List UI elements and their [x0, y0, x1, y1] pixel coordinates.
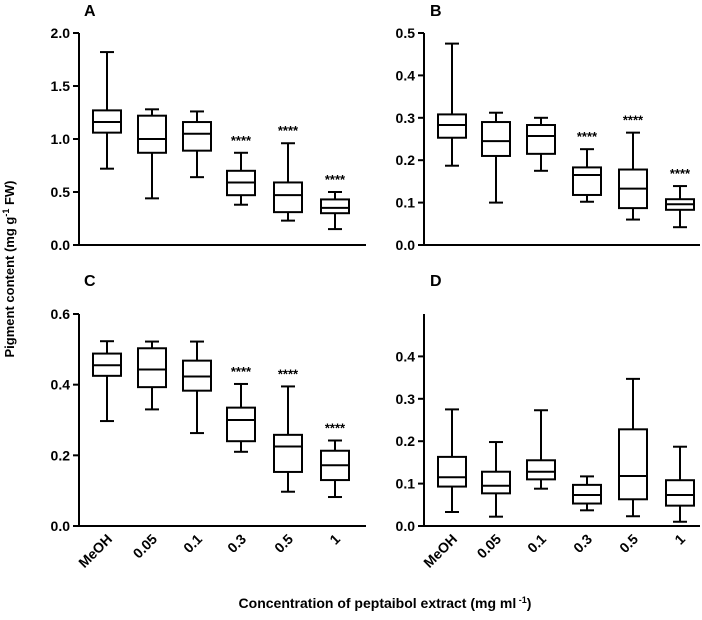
significance-label: **** — [231, 133, 252, 148]
y-tick-label: 0.1 — [396, 476, 416, 492]
y-tick-label: 0.0 — [396, 237, 416, 253]
y-tick-label: 0.4 — [396, 67, 416, 83]
x-tick-label-1: 1 — [326, 531, 343, 548]
box-0.3 — [572, 166, 602, 196]
box-MeOH — [437, 455, 467, 488]
y-tick-label: 1.0 — [51, 131, 71, 147]
y-tick-label: 2.0 — [51, 25, 71, 41]
box-MeOH — [437, 113, 467, 139]
panel-d: D 0.0 0.1 0.2 0.3 0.4 MeOH 0.05 0.1 0.3 0.5 1 — [396, 273, 700, 571]
y-tick-label: 0.3 — [396, 391, 416, 407]
box-0.5 — [273, 181, 303, 214]
y-tick-label: 0.0 — [396, 518, 416, 534]
x-axis-title: Concentration of peptaibol extract (mg m… — [239, 595, 532, 611]
x-tick-label-0.1: 0.1 — [180, 531, 205, 556]
y-tick-label: 0.6 — [51, 306, 71, 322]
panel-b: B 0.0 0.1 0.2 0.3 0.4 0.5 **** **** **** — [396, 3, 700, 253]
y-tick-label: 0.0 — [51, 237, 71, 253]
panel-a: A 0.0 0.5 1.0 1.5 2.0 **** **** **** — [51, 3, 366, 253]
y-tick-label: 0.5 — [51, 184, 71, 200]
panel-label-b: B — [430, 3, 442, 20]
y-tick-label: 0.2 — [396, 152, 416, 168]
x-tick-label-0.05: 0.05 — [474, 531, 505, 562]
box-0.1 — [526, 459, 556, 481]
panel-label-a: A — [84, 3, 96, 20]
y-tick-label: 0.3 — [396, 110, 416, 126]
x-tick-label-MeOH: MeOH — [420, 531, 460, 571]
box-0.05 — [481, 121, 511, 157]
y-tick-label: 0.4 — [396, 348, 416, 364]
significance-label: **** — [278, 366, 299, 381]
x-tick-label-0.3: 0.3 — [570, 531, 595, 556]
panel-label-d: D — [430, 273, 442, 290]
significance-label: **** — [325, 172, 346, 187]
y-tick-label: 1.5 — [51, 78, 71, 94]
x-tick-label-MeOH: MeOH — [75, 531, 115, 571]
x-tick-label-1: 1 — [671, 531, 688, 548]
significance-label: **** — [577, 129, 598, 144]
x-tick-label-0.05: 0.05 — [130, 531, 161, 562]
x-tick-label-0.5: 0.5 — [271, 531, 296, 556]
box-0.05 — [137, 347, 167, 389]
y-tick-label: 0.1 — [396, 195, 416, 211]
y-tick-label: 0.4 — [51, 377, 71, 393]
significance-label: **** — [623, 113, 644, 128]
box-1 — [665, 479, 695, 507]
y-tick-label: 0.5 — [396, 25, 416, 41]
significance-label: **** — [670, 166, 691, 181]
box-0.1 — [526, 124, 556, 155]
x-tick-label-0.1: 0.1 — [524, 531, 549, 556]
y-tick-label: 0.2 — [396, 433, 416, 449]
x-tick-label-0.3: 0.3 — [224, 531, 249, 556]
box-0.05 — [481, 470, 511, 495]
panel-c: C 0.0 0.2 0.4 0.6 MeOH 0.05 0.1 **** 0.3 **** 0.5 **… — [51, 273, 366, 571]
y-tick-label: 0.0 — [51, 518, 71, 534]
significance-label: **** — [278, 123, 299, 138]
box-1 — [320, 198, 350, 215]
panel-label-c: C — [84, 273, 96, 290]
box-0.5 — [273, 433, 303, 473]
significance-label: **** — [325, 420, 346, 435]
significance-label: **** — [231, 364, 252, 379]
box-0.3 — [226, 406, 256, 443]
box-0.5 — [618, 428, 648, 501]
x-tick-label-0.5: 0.5 — [616, 531, 641, 556]
y-axis-title: Pigment content (mg g-1 FW) — [1, 180, 17, 357]
box-0.1 — [182, 121, 212, 152]
box-0.05 — [137, 114, 167, 154]
y-tick-label: 0.2 — [51, 447, 71, 463]
